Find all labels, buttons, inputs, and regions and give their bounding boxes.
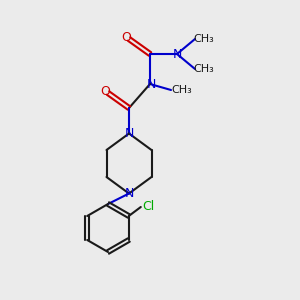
Text: CH₃: CH₃ [171, 85, 192, 95]
Text: CH₃: CH₃ [194, 34, 214, 44]
Text: N: N [124, 127, 134, 140]
Text: CH₃: CH₃ [194, 64, 214, 74]
Text: N: N [124, 187, 134, 200]
Text: O: O [121, 31, 131, 44]
Text: N: N [147, 77, 156, 91]
Text: N: N [172, 47, 182, 61]
Text: O: O [100, 85, 110, 98]
Text: Cl: Cl [142, 200, 154, 214]
